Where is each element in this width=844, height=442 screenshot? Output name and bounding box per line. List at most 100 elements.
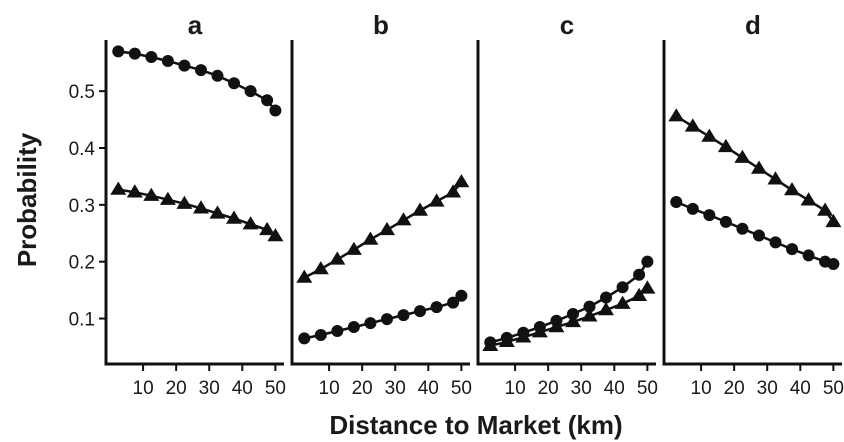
point-b-triangle-1	[312, 261, 329, 275]
point-b-circle-3	[347, 321, 360, 334]
x-tick-label-c-2: 30	[571, 378, 592, 399]
panels: 0.1 0.2 0.3 0.4 0.5 a 10 20 30 40 50 b 10 20 30 40 50 c 10…	[69, 10, 844, 399]
x-tick-label-b-2: 30	[385, 378, 406, 399]
x-tick-label-a-3: 40	[232, 378, 253, 399]
x-tick-label-d-4: 50	[823, 378, 844, 399]
point-c-circle-9	[633, 268, 646, 281]
y-axis-title: Probability	[12, 132, 42, 267]
point-c-triangle-6	[581, 308, 598, 322]
point-d-triangle-6	[767, 171, 784, 185]
point-a-triangle-2	[143, 187, 160, 201]
point-a-triangle-4	[176, 195, 193, 209]
point-d-circle-5	[752, 229, 765, 242]
point-c-circle-8	[616, 281, 629, 294]
point-a-circle-0	[112, 45, 125, 58]
point-d-circle-8	[802, 249, 815, 262]
point-b-triangle-8	[428, 193, 445, 207]
y-tick-label-0: 0.1	[69, 310, 95, 331]
panel-title-c: c	[560, 10, 574, 40]
point-a-triangle-10	[267, 228, 284, 242]
point-b-circle-7	[414, 305, 427, 318]
point-d-triangle-4	[734, 149, 751, 163]
point-c-triangle-8	[614, 295, 631, 309]
point-d-triangle-10	[825, 213, 842, 228]
point-c-triangle-7	[598, 302, 614, 316]
point-d-circle-2	[703, 209, 716, 222]
point-a-triangle-8	[242, 216, 259, 230]
point-d-circle-4	[736, 222, 749, 235]
x-tick-label-a-2: 30	[199, 378, 220, 399]
point-a-triangle-3	[159, 191, 176, 205]
point-d-triangle-3	[717, 138, 734, 153]
point-b-triangle-2	[329, 251, 346, 265]
x-tick-label-d-0: 10	[691, 378, 712, 399]
point-c-circle-10	[641, 255, 654, 268]
point-d-triangle-1	[684, 118, 701, 132]
point-a-triangle-0	[110, 181, 127, 195]
panel-b: b 10 20 30 40 50	[290, 10, 472, 399]
panel-title-d: d	[745, 10, 761, 40]
x-tick-label-a-1: 20	[166, 378, 187, 399]
point-a-circle-3	[161, 55, 174, 68]
y-tick-label-3: 0.4	[69, 139, 96, 160]
x-tick-label-b-3: 40	[418, 378, 439, 399]
point-d-circle-1	[686, 202, 699, 215]
y-tick-label-1: 0.2	[69, 253, 95, 274]
panel-d: d 10 20 30 40 50	[662, 10, 844, 399]
point-a-triangle-7	[226, 210, 242, 224]
point-b-circle-5	[380, 313, 393, 326]
x-tick-label-c-0: 10	[505, 378, 526, 399]
point-d-circle-10	[827, 257, 840, 270]
point-c-triangle-2	[515, 329, 532, 343]
point-b-circle-1	[314, 329, 327, 342]
point-d-triangle-7	[784, 182, 800, 196]
y-tick-label-2: 0.3	[69, 196, 95, 217]
point-d-triangle-0	[668, 108, 685, 122]
point-d-circle-0	[670, 196, 683, 208]
panel-c: c 10 20 30 40 50	[476, 10, 658, 399]
point-a-circle-1	[128, 47, 141, 60]
point-b-triangle-5	[379, 221, 395, 236]
point-a-circle-9	[261, 94, 274, 107]
point-c-circle-7	[600, 291, 613, 304]
point-c-triangle-3	[531, 324, 548, 338]
panel-title-b: b	[373, 10, 389, 40]
point-b-triangle-7	[412, 202, 428, 216]
point-b-triangle-10	[453, 174, 470, 188]
point-d-triangle-8	[800, 192, 817, 206]
point-c-triangle-1	[498, 333, 515, 347]
point-b-triangle-9	[445, 184, 462, 198]
x-tick-label-d-1: 20	[724, 378, 745, 399]
point-b-triangle-0	[296, 269, 313, 283]
series-line-a-circle	[118, 50, 277, 112]
point-d-circle-7	[786, 243, 799, 256]
point-c-circle-6	[583, 300, 596, 313]
point-a-triangle-1	[126, 184, 143, 198]
point-d-triangle-2	[701, 128, 718, 142]
point-c-triangle-9	[631, 287, 648, 301]
x-tick-label-c-1: 20	[538, 378, 559, 399]
point-b-circle-8	[430, 301, 443, 314]
x-tick-label-c-4: 50	[637, 378, 658, 399]
point-c-triangle-5	[565, 313, 581, 328]
point-b-circle-6	[397, 309, 410, 322]
point-a-circle-10	[269, 104, 282, 117]
panel-title-a: a	[188, 10, 203, 40]
x-tick-label-d-3: 40	[790, 378, 811, 399]
x-tick-label-c-3: 40	[604, 378, 625, 399]
point-a-circle-4	[178, 59, 191, 72]
point-a-triangle-9	[259, 221, 276, 236]
point-b-triangle-4	[362, 231, 379, 245]
point-a-circle-6	[211, 69, 224, 82]
point-c-triangle-4	[548, 319, 565, 333]
point-b-circle-4	[364, 317, 377, 330]
x-tick-label-b-0: 10	[319, 378, 340, 399]
point-a-circle-5	[194, 64, 207, 77]
point-b-circle-2	[331, 325, 344, 338]
point-d-triangle-5	[751, 160, 767, 174]
point-c-triangle-10	[639, 280, 656, 294]
point-a-circle-7	[228, 77, 241, 90]
point-d-circle-6	[769, 236, 782, 249]
point-d-triangle-9	[817, 202, 834, 216]
